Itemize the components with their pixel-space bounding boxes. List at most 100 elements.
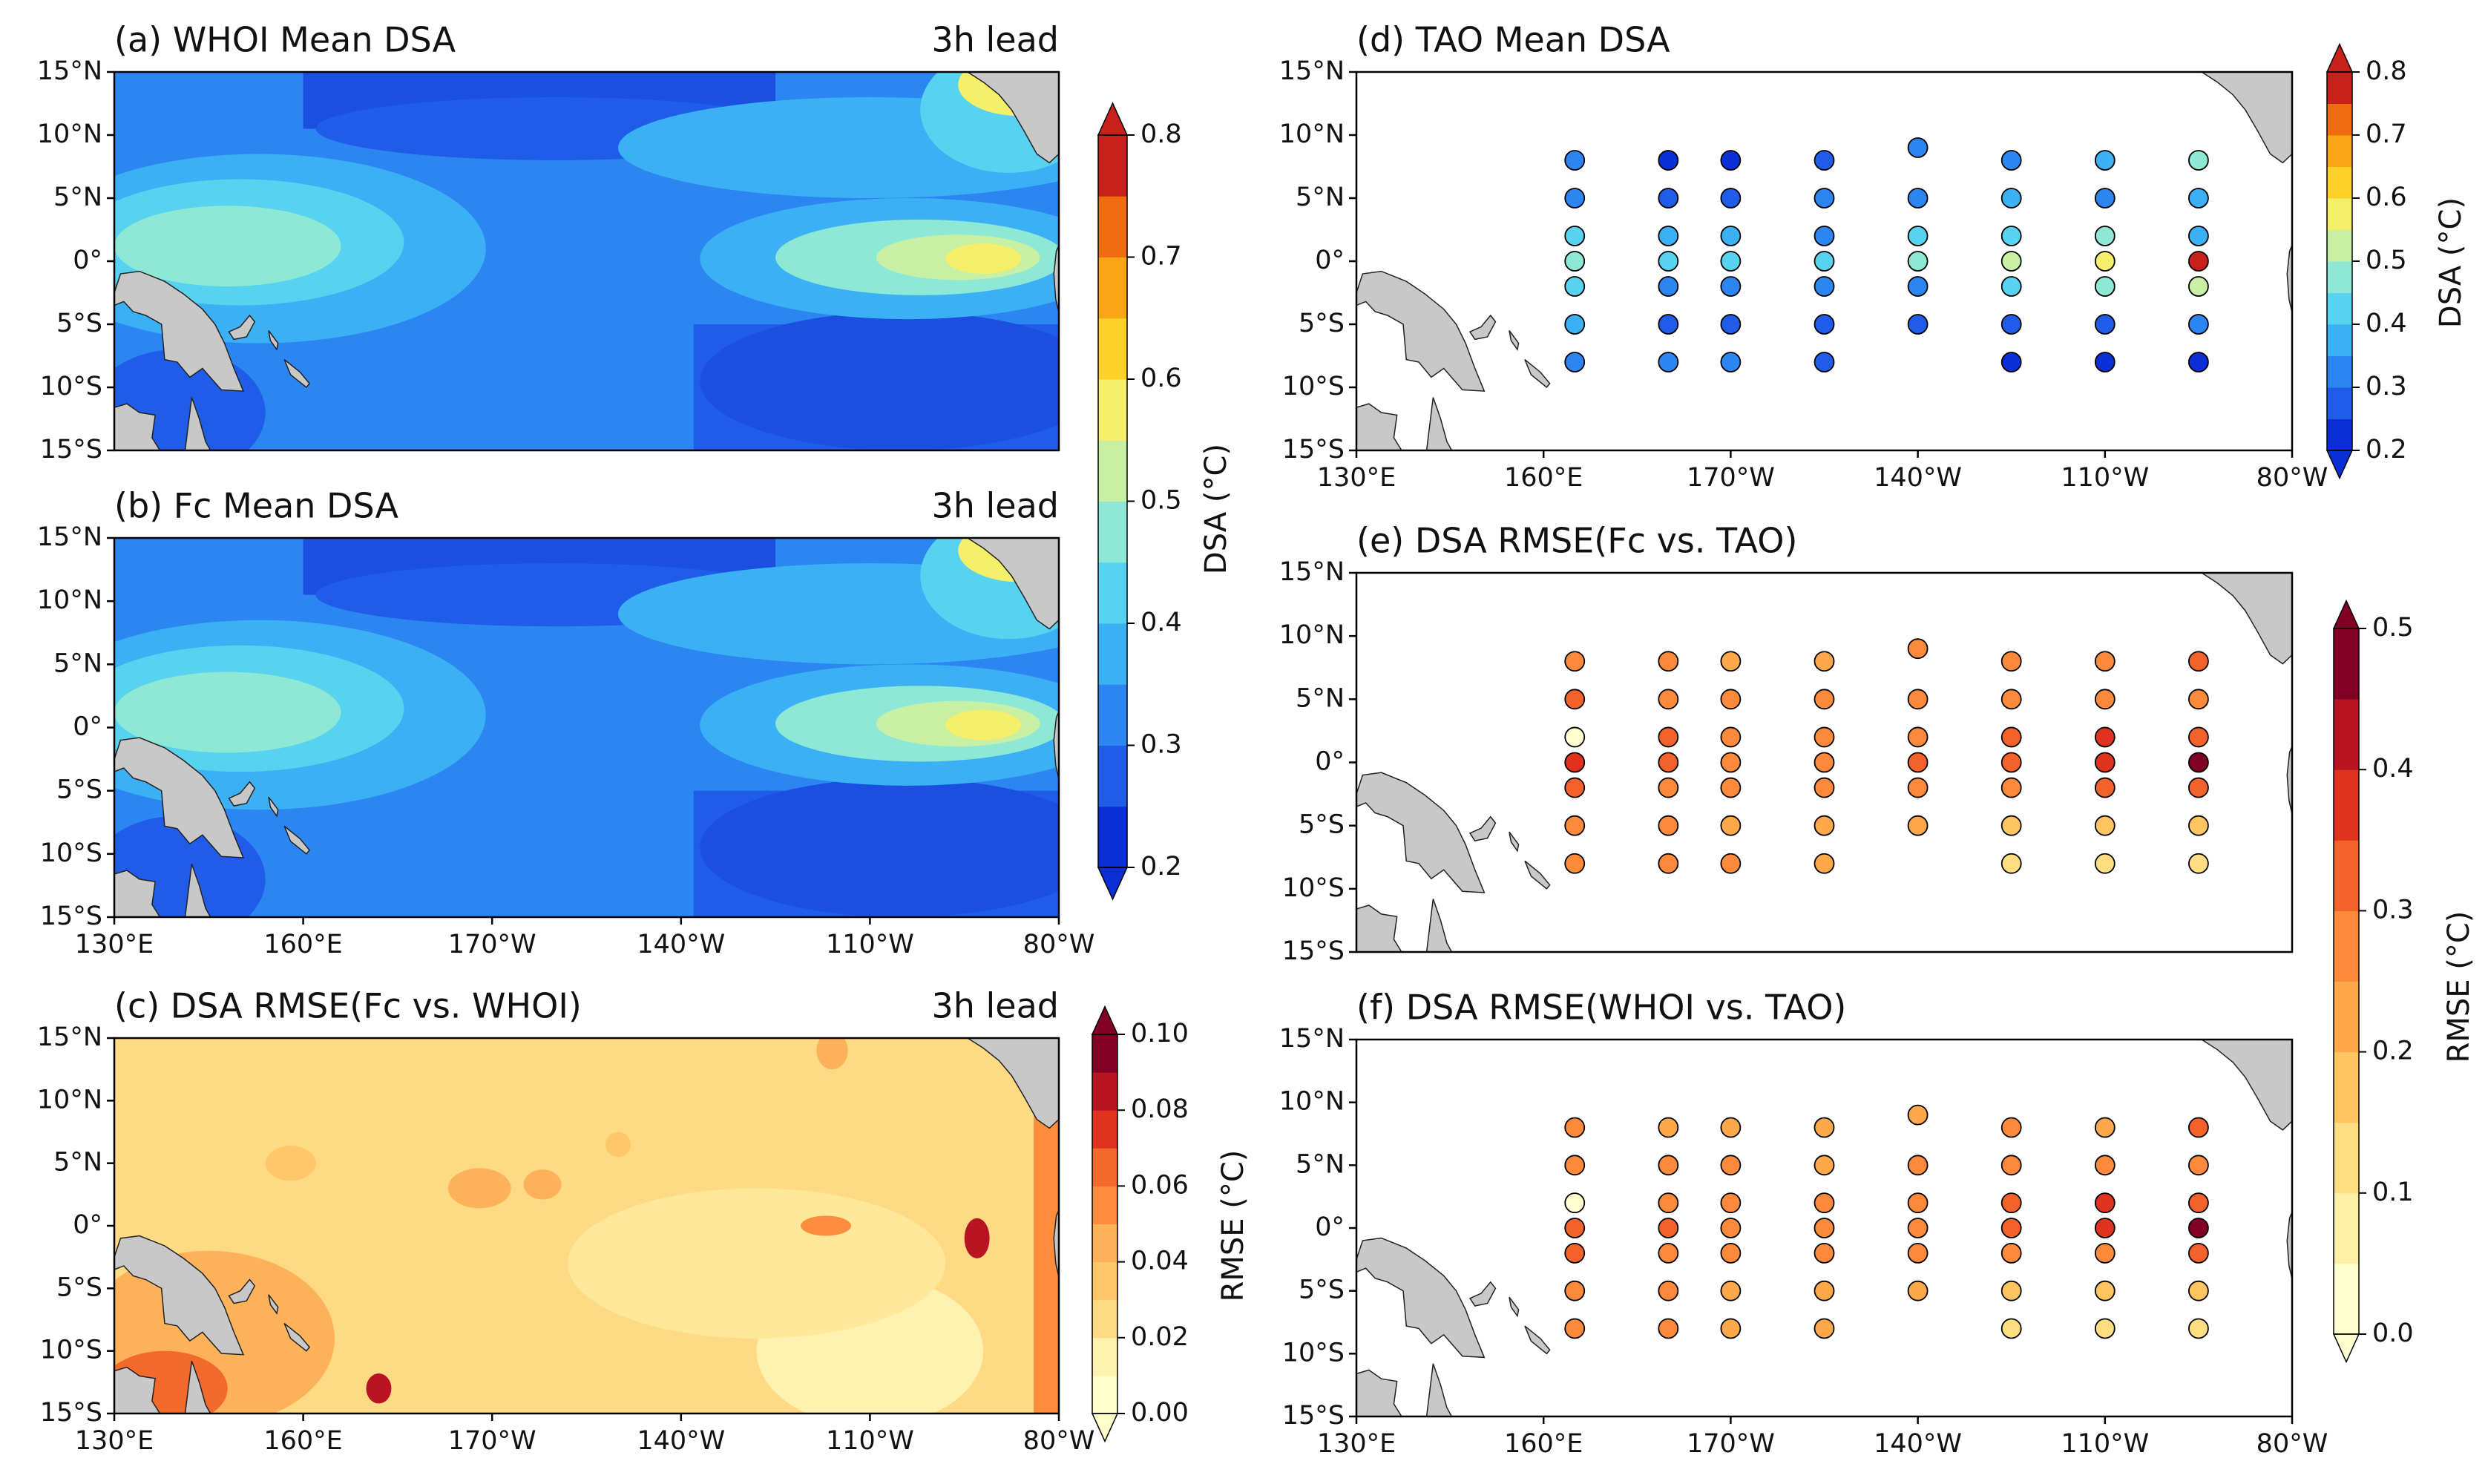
panel-annotation: 3h lead <box>931 986 1059 1026</box>
station <box>1720 1242 1742 1264</box>
colorbar-level <box>2334 1122 2359 1194</box>
colorbar-level <box>1098 501 1127 563</box>
colorbar-tick-label: 0.6 <box>1140 364 1182 393</box>
station <box>1658 1218 1679 1238</box>
station <box>1814 226 1835 246</box>
station <box>2187 1218 2209 1238</box>
station <box>2094 651 2116 672</box>
station <box>2000 689 2022 710</box>
station <box>2187 689 2209 710</box>
station <box>2187 1192 2209 1214</box>
station <box>2000 815 2022 836</box>
colorbar-level <box>2334 981 2359 1053</box>
colorbar-level <box>1098 318 1127 380</box>
field-patch <box>114 206 341 286</box>
colorbar-tick-label: 0.2 <box>1140 852 1182 881</box>
station <box>1564 314 1586 335</box>
colorbar-level <box>2327 261 2352 293</box>
station <box>2094 314 2116 335</box>
station <box>1907 1155 1929 1176</box>
station <box>2094 777 2116 798</box>
station <box>2187 777 2209 798</box>
y-tick-label: 10°N <box>1279 119 1345 149</box>
field-patch <box>366 1373 392 1404</box>
station <box>1564 352 1586 372</box>
colorbar-tick-label: 0.04 <box>1131 1247 1189 1276</box>
station <box>1658 188 1679 209</box>
y-tick-label: 5°N <box>1296 1149 1345 1179</box>
station <box>1720 251 1742 272</box>
station <box>2187 1318 2209 1339</box>
land <box>1524 1325 1551 1355</box>
land <box>283 825 311 855</box>
colorbar-extend <box>2325 450 2354 480</box>
colorbar-level <box>2327 135 2352 167</box>
colorbar-level <box>2327 292 2352 325</box>
station <box>2187 726 2209 748</box>
y-tick-label: 15°N <box>1279 56 1345 86</box>
x-tick-label: 170°W <box>448 1426 536 1456</box>
land <box>1425 397 1453 450</box>
station <box>2000 752 2022 773</box>
station <box>1564 752 1586 773</box>
land <box>114 737 245 858</box>
station <box>2000 226 2022 246</box>
station <box>1658 226 1679 246</box>
station <box>1814 1242 1835 1264</box>
colorbar-level <box>2334 1263 2359 1335</box>
colorbar-level <box>1092 1261 1117 1301</box>
station <box>2094 689 2116 710</box>
colorbar-level <box>1098 135 1127 197</box>
field-patch <box>568 1188 946 1339</box>
station <box>1907 251 1929 272</box>
y-tick-label: 10°S <box>1282 1338 1345 1368</box>
station <box>2187 815 2209 836</box>
colorbar-tick-label: 0.5 <box>1140 486 1182 516</box>
station <box>2094 1242 2116 1264</box>
station <box>2094 352 2116 372</box>
station <box>1814 815 1835 836</box>
station <box>1658 314 1679 335</box>
land <box>1468 1281 1497 1307</box>
colorbar-level <box>2327 72 2352 104</box>
station <box>1564 689 1586 710</box>
station <box>1720 1280 1742 1301</box>
y-tick-label: 5°S <box>56 775 102 805</box>
station <box>1658 651 1679 672</box>
station <box>1720 689 1742 710</box>
colorbar-level <box>2327 355 2352 388</box>
land <box>963 1038 1059 1129</box>
station <box>1720 651 1742 672</box>
colorbar-tick-label: 0.7 <box>2366 119 2407 149</box>
station <box>2094 815 2116 836</box>
y-tick-label: 15°N <box>37 1022 102 1052</box>
land <box>283 1322 311 1352</box>
colorbar-tick-label: 0.02 <box>1131 1322 1189 1352</box>
colorbar-tick-label: 0.08 <box>1131 1094 1189 1124</box>
panel-title: (a) WHOI Mean DSA <box>114 20 456 60</box>
x-tick-label: 130°E <box>1317 463 1396 493</box>
colorbar-level <box>2327 387 2352 419</box>
station <box>2187 1242 2209 1264</box>
station <box>1720 276 1742 297</box>
map-area <box>114 538 1059 917</box>
x-tick-label: 160°E <box>263 1426 342 1456</box>
y-tick-label: 10°N <box>1279 620 1345 650</box>
station <box>2187 1280 2209 1301</box>
station <box>2094 726 2116 748</box>
colorbar-tick-label: 0.4 <box>2372 754 2414 784</box>
station <box>1720 815 1742 836</box>
station <box>1564 853 1586 874</box>
station <box>1814 251 1835 272</box>
y-tick-label: 10°S <box>40 1336 102 1365</box>
station <box>1564 1280 1586 1301</box>
y-tick-label: 5°N <box>1296 183 1345 212</box>
colorbar-level <box>1092 1072 1117 1111</box>
station <box>1907 638 1929 660</box>
station <box>1564 1117 1586 1138</box>
station <box>1658 853 1679 874</box>
colorbar-level <box>2327 324 2352 356</box>
station <box>1720 150 1742 171</box>
land <box>1356 1369 1402 1416</box>
colorbar-tick-label: 0.1 <box>2372 1178 2414 1207</box>
